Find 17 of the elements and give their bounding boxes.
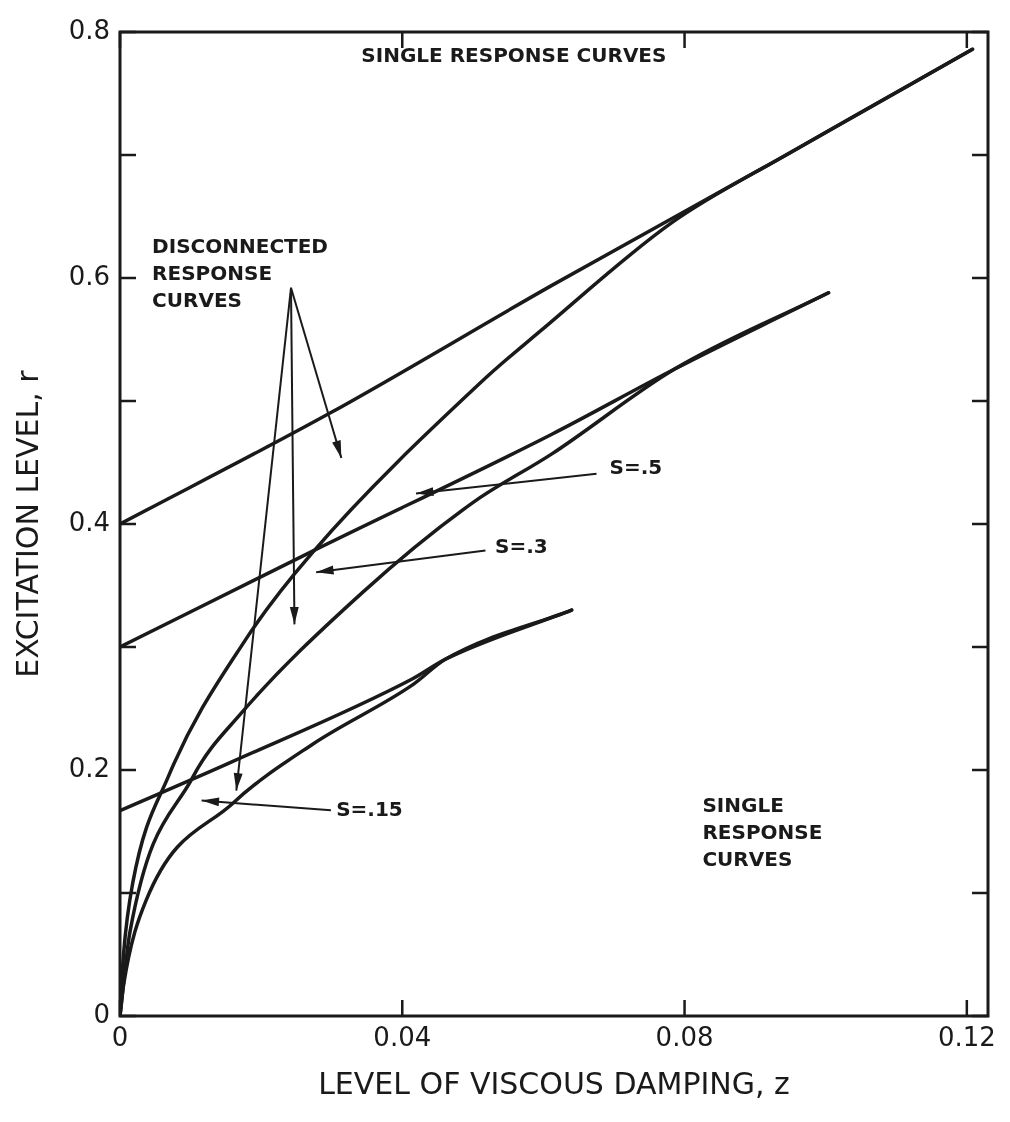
x-tick-label: 0.08	[655, 1021, 714, 1052]
y-tick-label: 0.4	[68, 506, 110, 537]
annotation: SINGLE RESPONSE CURVES	[361, 42, 667, 67]
annotation: S=.3	[494, 533, 548, 558]
annotation: SINGLE RESPONSE CURVES	[702, 792, 823, 871]
y-tick-label: 0.8	[68, 14, 110, 45]
y-tick-label: 0.6	[68, 260, 110, 291]
y-tick-label: 0	[93, 998, 110, 1029]
y-axis-title: EXCITATION LEVEL, r	[9, 369, 45, 678]
annotation: S=.15	[336, 796, 403, 821]
x-tick-label: 0	[111, 1021, 129, 1052]
annotation: S=.5	[609, 455, 663, 480]
x-tick-label: 0.12	[937, 1021, 996, 1052]
annotation: DISCONNECTED RESPONSE CURVES	[152, 233, 328, 312]
y-tick-label: 0.2	[68, 752, 110, 783]
x-axis-title: LEVEL OF VISCOUS DAMPING, z	[318, 1065, 790, 1101]
x-tick-label: 0.04	[373, 1021, 432, 1052]
